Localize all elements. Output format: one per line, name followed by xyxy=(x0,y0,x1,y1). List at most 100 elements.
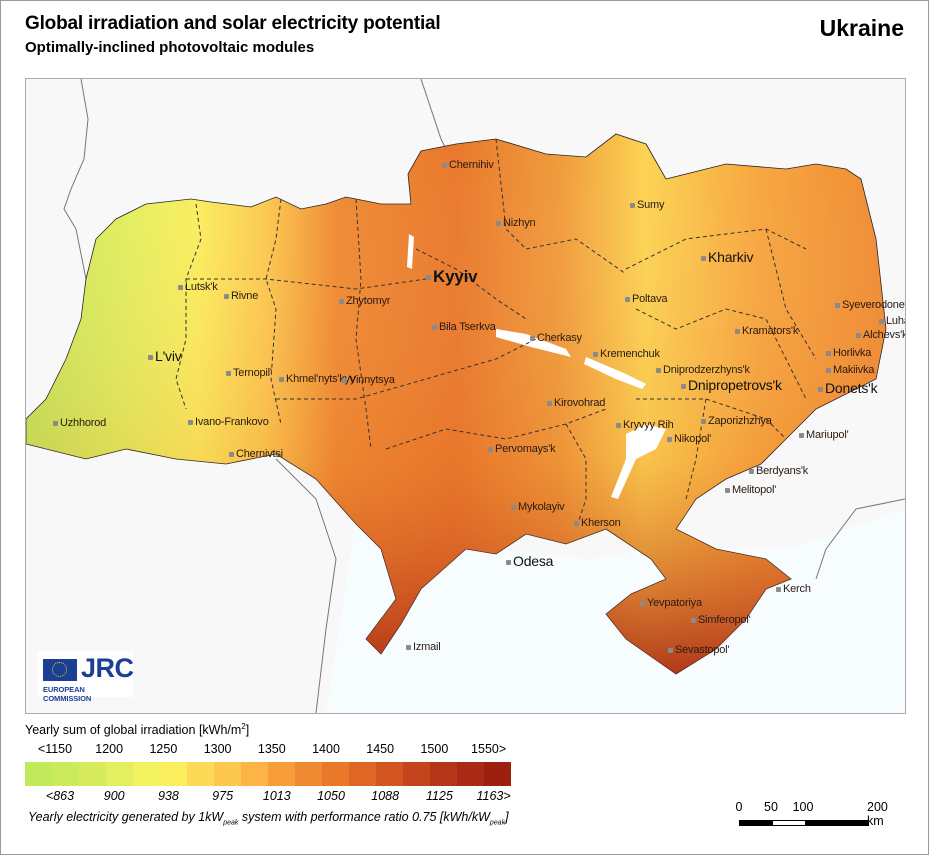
legend-tick-label: 1500 xyxy=(420,742,449,756)
legend-tick-label: 1200 xyxy=(95,742,124,756)
city-name: Simferopol' xyxy=(698,614,751,626)
map-title: Global irradiation and solar electricity… xyxy=(25,13,441,34)
city-marker-icon xyxy=(406,644,411,650)
city-name: Kirovohrad xyxy=(554,397,606,409)
city-name: Nizhyn xyxy=(503,217,536,229)
city-label: Kirovohrad xyxy=(547,397,605,409)
city-marker-icon xyxy=(224,293,229,299)
legend-tick-label: 1050 xyxy=(317,789,345,803)
city-label: Cherkasy xyxy=(530,332,582,344)
city-name: Chernihiv xyxy=(449,159,494,171)
city-name: Kherson xyxy=(581,517,621,529)
city-name: Makiivka xyxy=(833,364,875,376)
city-marker-icon xyxy=(496,220,501,226)
city-marker-icon xyxy=(616,422,621,428)
city-marker-icon xyxy=(432,324,437,330)
city-name: Kharkiv xyxy=(708,249,754,265)
city-marker-icon xyxy=(681,383,686,389)
city-label: Zhytomyr xyxy=(339,295,390,307)
city-name: Berdyans'k xyxy=(756,465,809,477)
scale-tick-label: 100 xyxy=(792,800,814,814)
legend-electricity-labels: <863 900 938 975 1013 1050 1088 1125 1163> xyxy=(25,789,515,805)
city-marker-icon xyxy=(506,559,511,565)
legend-swatch xyxy=(79,762,106,786)
legend-tick-label: 1550> xyxy=(471,742,507,756)
city-name: Pervomays'k xyxy=(495,443,556,455)
jrc-logo: JRC EUROPEAN COMMISSION xyxy=(37,651,134,703)
scale-bar-labels: 0 50 100 200 km xyxy=(735,800,915,828)
city-name: Mykolayiv xyxy=(518,501,565,513)
city-label: Sumy xyxy=(630,199,665,211)
legend-swatch xyxy=(457,762,484,786)
legend-tick-label: 1163> xyxy=(476,789,511,803)
legend-swatch xyxy=(322,762,349,786)
city-label: Nizhyn xyxy=(496,217,536,229)
city-label: Bila Tserkva xyxy=(432,321,496,333)
city-name: Alchevs'k xyxy=(863,329,906,341)
eu-flag-icon xyxy=(43,659,77,681)
legend-swatch xyxy=(187,762,214,786)
city-marker-icon xyxy=(835,302,840,308)
legend-tick-label: 1013 xyxy=(262,789,291,803)
city-marker-icon xyxy=(625,296,630,302)
city-label: Izmail xyxy=(406,641,441,653)
city-label: Mariupol' xyxy=(799,429,849,441)
city-marker-icon xyxy=(188,419,193,425)
city-marker-icon xyxy=(735,328,740,334)
city-label: Luhans'k xyxy=(879,315,905,327)
city-name: Kyyiv xyxy=(433,267,478,286)
city-label: Rivne xyxy=(224,290,258,302)
city-marker-icon xyxy=(818,386,823,392)
city-name: Sumy xyxy=(637,199,665,211)
city-marker-icon xyxy=(668,647,673,653)
city-marker-icon xyxy=(826,367,831,373)
legend-swatch xyxy=(484,762,511,786)
legend-tick-label: <863 xyxy=(45,789,75,803)
city-name: Mariupol' xyxy=(806,429,849,441)
city-name: Poltava xyxy=(632,293,668,305)
city-name: Lutsk'k xyxy=(185,281,218,293)
city-name: Kryvyy Rih xyxy=(623,419,674,431)
map-area[interactable]: Kyyiv Chernihiv Nizhyn Sumy Kharkiv Poltava Lu… xyxy=(25,78,906,714)
scale-tick-label: 50 xyxy=(764,800,778,814)
city-label: Kerch xyxy=(776,583,811,595)
city-label: Nikopol' xyxy=(667,433,711,445)
ukraine-irradiation-map xyxy=(26,79,905,713)
city-label: Horlivka xyxy=(826,347,871,359)
city-label: Donets'k xyxy=(818,380,878,396)
legend-title: Yearly sum of global irradiation [kWh/m2… xyxy=(25,722,250,738)
city-name: Uzhhorod xyxy=(60,417,107,429)
city-name: Syeverodonets'k xyxy=(842,299,905,311)
city-label: Melitopol' xyxy=(725,484,776,496)
city-name: Sevastopol' xyxy=(675,644,730,656)
city-marker-icon xyxy=(725,487,730,493)
city-marker-icon xyxy=(701,255,706,261)
city-marker-icon xyxy=(826,350,831,356)
city-label: Kherson xyxy=(574,517,621,529)
city-name: Dniprodzerzhyns'k xyxy=(663,364,750,376)
city-marker-icon xyxy=(488,446,493,452)
city-marker-icon xyxy=(53,420,58,426)
city-label: Alchevs'k xyxy=(856,329,906,341)
city-marker-icon xyxy=(178,284,183,290)
legend-swatch xyxy=(295,762,322,786)
legend-swatch xyxy=(52,762,79,786)
city-marker-icon xyxy=(701,418,706,424)
city-marker-icon xyxy=(339,298,344,304)
city-marker-icon xyxy=(667,436,672,442)
city-label: Simferopol' xyxy=(691,614,751,626)
legend-color-bar xyxy=(25,762,511,786)
city-name: Khmel'nyts'kyy xyxy=(286,373,356,385)
city-name: Ivano-Frankovo xyxy=(195,416,269,428)
city-marker-icon xyxy=(630,202,635,208)
city-label: Mykolayiv xyxy=(511,501,565,513)
legend-swatch xyxy=(430,762,457,786)
legend-tick-label: <1150 xyxy=(37,742,73,756)
city-marker-icon xyxy=(749,468,754,474)
legend-tick-label: 1350 xyxy=(257,742,286,756)
city-marker-icon xyxy=(279,376,284,382)
city-label: Sevastopol' xyxy=(668,644,730,656)
legend-tick-label: 1088 xyxy=(371,789,400,803)
country-name: Ukraine xyxy=(819,15,904,41)
legend-caption: Yearly electricity generated by 1kWpeak … xyxy=(28,810,509,827)
